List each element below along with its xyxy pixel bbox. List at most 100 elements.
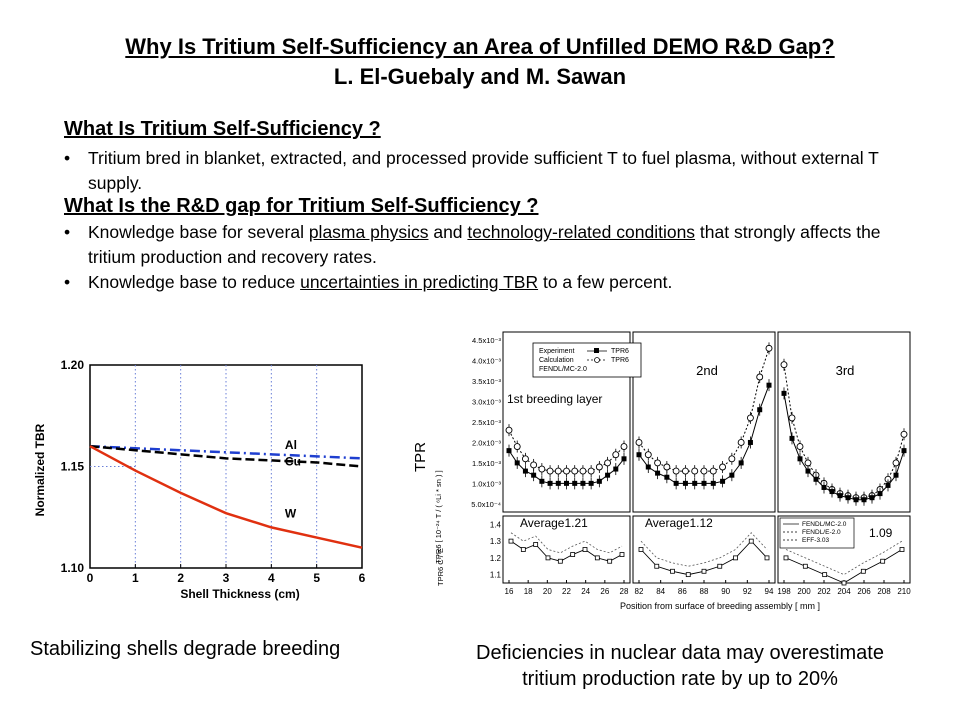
- tpr-panel-frame: [632, 331, 776, 513]
- tpr-ce-point: [841, 580, 847, 586]
- tpr-ytick-label: 1.0x10⁻³: [472, 479, 501, 488]
- tbr-ylabel: Normalized TBR: [33, 423, 47, 516]
- tpr-calc-point: [538, 465, 546, 473]
- tpr-exp-point: [877, 491, 883, 497]
- tpr-exp-point: [837, 493, 843, 499]
- tpr-calc-point: [900, 430, 908, 438]
- tpr-ce-ytick-label: 1.1: [490, 571, 502, 580]
- tpr-xtick-label: 202: [817, 587, 831, 596]
- tpr-exp-point: [710, 480, 716, 486]
- tpr-labels: 16 18 20 22 24 26 28 82 84 86 88 90 92 94 198 200 202 204…: [471, 336, 911, 596]
- tpr-xtick-label: 18: [524, 587, 533, 596]
- tpr-exp-point: [664, 474, 670, 480]
- tpr-calc-point: [620, 443, 628, 450]
- tbr-xtick-label: 0: [87, 571, 94, 585]
- tpr-xtick-label: 84: [656, 587, 665, 596]
- tpr-calc-point: [672, 467, 680, 475]
- tpr-exp-point: [861, 497, 867, 503]
- tpr-calc-point: [644, 451, 652, 459]
- tpr-ce-line-alt: [640, 532, 768, 567]
- bullet-dot: •: [64, 222, 71, 242]
- b1-mid: and: [428, 222, 468, 242]
- tpr-xtick-label: 204: [837, 587, 851, 596]
- tpr-exp-point: [588, 480, 594, 486]
- tpr-calc-point: [719, 463, 727, 471]
- tpr-ylabel-bottom: TPR6 C / E: [436, 548, 445, 586]
- tpr-ce-point: [764, 555, 770, 561]
- tbr-series-label: Al: [285, 438, 297, 452]
- b1-pre: Knowledge base for several: [88, 222, 309, 242]
- tpr-exp-point: [797, 456, 803, 462]
- tbr-series-cu: [89, 444, 363, 468]
- tpr-calc-point: [663, 463, 671, 471]
- tpr-ce-point: [733, 555, 738, 561]
- tpr-ce-point: [619, 552, 625, 557]
- tpr-calc-point: [756, 373, 764, 381]
- caption-right-1: Deficiencies in nuclear data may overest…: [476, 642, 884, 664]
- tpr-xtick-label: 210: [897, 587, 911, 596]
- tpr-ce-point: [570, 552, 576, 557]
- tpr-ce-point: [802, 563, 808, 569]
- tpr-exp-point: [766, 382, 772, 388]
- tpr-ce-point: [822, 572, 828, 578]
- tpr-ytick-label: 3.0x10⁻³: [472, 398, 501, 407]
- tpr-xtick-label: 86: [678, 587, 687, 596]
- tpr-calc-point: [709, 467, 717, 475]
- slide-title: Why Is Tritium Self-Sufficiency an Area …: [125, 34, 835, 59]
- tpr-exp-line: [783, 393, 905, 501]
- tpr-ce-point: [545, 555, 551, 561]
- tpr-ce-ytick-label: 1.2: [490, 554, 502, 563]
- tpr-ce-point: [582, 547, 588, 552]
- tpr-exp-point: [701, 480, 707, 486]
- tpr-calc-point: [892, 459, 900, 467]
- tpr-ylabel-top: TPR6 [ 10⁻²⁴ T / ( ⁶Li * sn ) ]: [434, 470, 443, 563]
- tpr-exp-point: [555, 480, 561, 486]
- tpr-exp-point: [845, 495, 851, 501]
- tpr-ce-ytick-label: 1.4: [490, 520, 502, 529]
- tpr-calc-point: [563, 467, 570, 475]
- tpr-calc-point: [700, 467, 708, 475]
- tpr-calc-point: [587, 467, 595, 475]
- tpr-exp-point: [829, 489, 835, 495]
- tpr-ce-legend-label: EFF-3.03: [802, 537, 829, 544]
- section2-heading: What Is the R&D gap for Tritium Self-Suf…: [64, 195, 539, 217]
- tpr-exp-point: [821, 484, 827, 490]
- tpr-exp-point: [757, 407, 763, 413]
- tpr-panel-title: 1st breeding layer: [507, 392, 602, 406]
- tpr-legend-label: Experiment: [539, 348, 574, 355]
- tpr-annotation: 1.09: [869, 526, 893, 540]
- tpr-ce-point: [860, 568, 866, 574]
- tbr-xtick-label: 5: [313, 571, 320, 585]
- tpr-exp-point: [514, 460, 520, 466]
- tpr-annotation: Average1.21: [520, 516, 588, 530]
- tpr-exp-point: [747, 439, 753, 445]
- tpr-xtick-label: 206: [857, 587, 871, 596]
- tpr-exp-point: [522, 468, 528, 474]
- section2-bullet-2: • Knowledge base to reduce uncertainties…: [64, 270, 884, 295]
- b1-post: that strongly affects the tritium produc…: [88, 222, 881, 267]
- tpr-legend-label: FENDL/MC-2.0: [539, 366, 587, 373]
- tpr-big-ylabel: TPR: [415, 442, 429, 472]
- tpr-legend-marker: [594, 357, 600, 363]
- tpr-xtick-label: 208: [877, 587, 891, 596]
- tpr-calc-line: [638, 348, 770, 472]
- section2-bullet-1: • Knowledge base for several plasma phys…: [64, 220, 884, 270]
- tpr-exp-point: [853, 497, 859, 503]
- tbr-series-al: [89, 444, 363, 460]
- slide-authors: L. El-Guebaly and M. Sawan: [333, 64, 627, 89]
- tpr-xtick-label: 16: [505, 587, 514, 596]
- caption-right-2: tritium production rate by up to 20%: [522, 668, 838, 690]
- tpr-exp-point: [596, 478, 602, 484]
- tbr-ticks: 0 1 2 3 4 5 6 1.20 1.15 1.10: [61, 358, 366, 585]
- tpr-ce-legend-label: FENDL/E-2.0: [802, 529, 841, 536]
- tpr-calc-point: [780, 361, 788, 369]
- tbr-series-label: W: [285, 506, 297, 520]
- tpr-ce-point: [748, 538, 754, 544]
- tpr-exp-point: [636, 452, 642, 458]
- tpr-calc-point: [530, 461, 538, 469]
- tpr-ytick-label: 1.5x10⁻³: [472, 459, 501, 468]
- tpr-calc-point: [571, 467, 579, 475]
- tpr-legend-key: TPR6: [611, 348, 629, 355]
- tpr-xtick-label: 20: [543, 587, 552, 596]
- tpr-ce-point: [533, 542, 539, 547]
